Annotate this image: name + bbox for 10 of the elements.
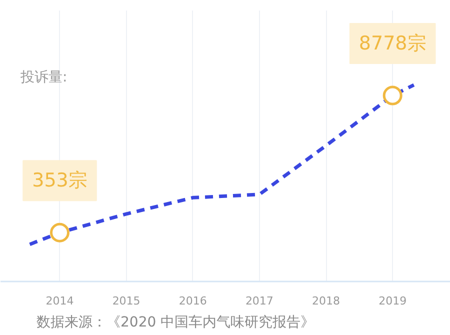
- source-note: 数据来源：《2020 中国车内气味研究报告》: [36, 314, 315, 330]
- x-tick-label: 2015: [112, 294, 140, 308]
- x-tick-label: 2017: [245, 294, 274, 308]
- data-label: 8778宗: [358, 32, 426, 55]
- data-label: 353宗: [32, 170, 88, 192]
- x-tick-label: 2019: [378, 294, 407, 308]
- x-tick-label: 2016: [178, 294, 207, 308]
- x-tick-label: 2018: [312, 294, 340, 308]
- y-axis-title: 投诉量:: [20, 70, 68, 86]
- x-tick-label: 2014: [46, 294, 74, 308]
